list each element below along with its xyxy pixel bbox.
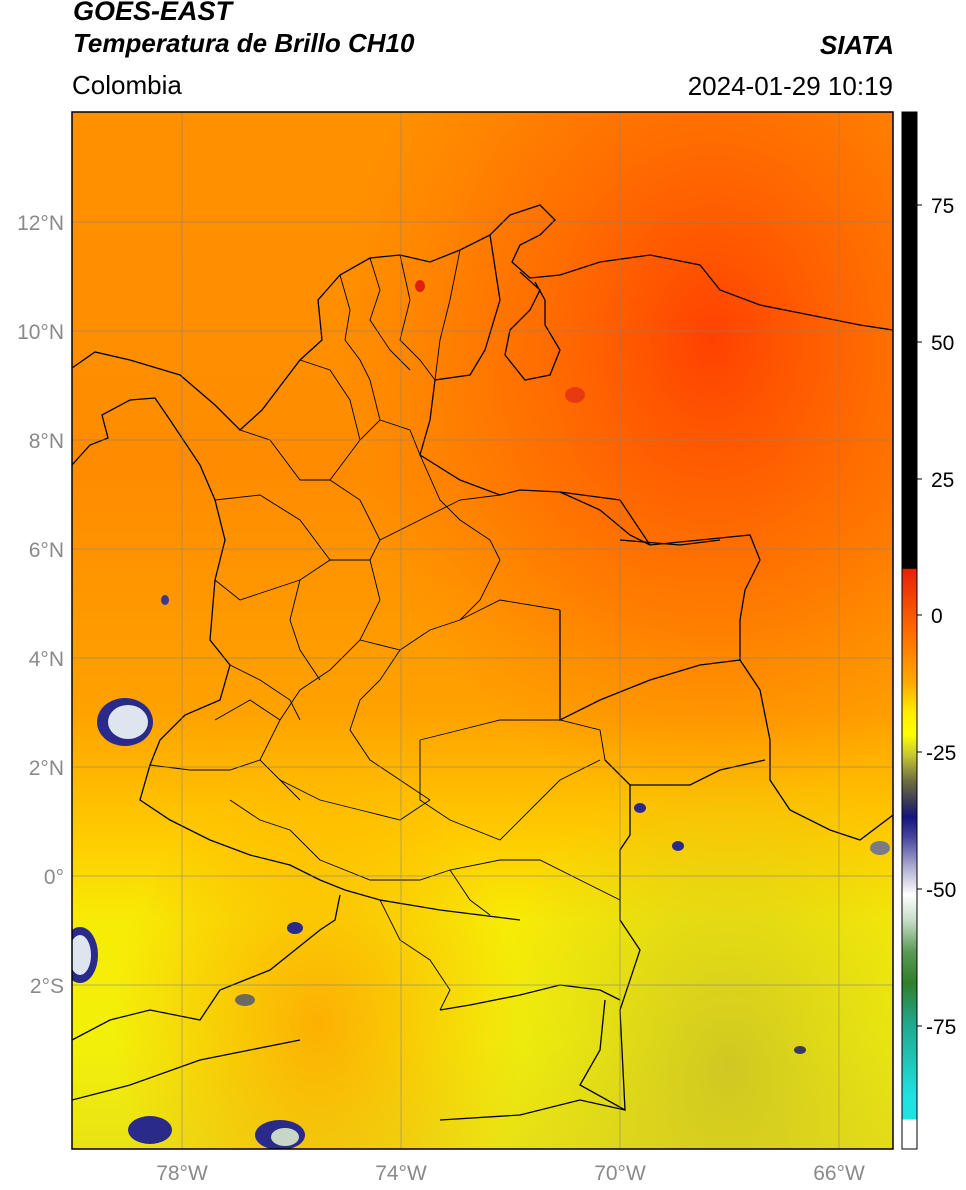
satellite-imagery xyxy=(72,112,893,1149)
colorbar-tick: 25 xyxy=(931,469,954,492)
graticule xyxy=(72,112,893,1149)
latitude-ticks: 12°N 10°N 8°N 6°N 4°N 2°N 0° 2°S xyxy=(17,212,64,998)
colorbar-tick: 75 xyxy=(931,195,954,218)
department-borders xyxy=(149,249,621,1011)
lat-tick: 0° xyxy=(44,866,64,889)
coastlines-and-borders xyxy=(72,204,893,1121)
lat-tick: 6°N xyxy=(29,539,64,562)
region-label: Colombia xyxy=(72,70,182,100)
lat-tick: 10°N xyxy=(17,321,64,344)
colorbar-gradient xyxy=(901,111,918,1150)
lat-tick: 8°N xyxy=(29,430,64,453)
longitude-ticks: 78°W 74°W 70°W 66°W xyxy=(156,1162,865,1185)
colorbar-tick: -75 xyxy=(926,1016,956,1039)
lat-tick: 2°S xyxy=(30,975,64,998)
lon-tick: 66°W xyxy=(813,1162,865,1185)
lat-tick: 4°N xyxy=(29,648,64,671)
colorbar-tick: 0 xyxy=(931,605,943,628)
colorbar-tick: -50 xyxy=(926,879,956,902)
lon-tick: 78°W xyxy=(156,1162,208,1185)
product-title: Temperatura de Brillo CH10 xyxy=(73,28,415,58)
satellite-title: GOES-EAST xyxy=(73,0,233,26)
lon-tick: 74°W xyxy=(375,1162,427,1185)
datetime-label: 2024-01-29 10:19 xyxy=(687,71,893,101)
lat-tick: 2°N xyxy=(29,757,64,780)
cloud-cells xyxy=(72,280,890,1149)
source-label: SIATA xyxy=(819,30,894,60)
map-frame xyxy=(71,111,894,1150)
colorbar-tick: 50 xyxy=(931,332,954,355)
lat-tick: 12°N xyxy=(17,212,64,235)
lon-tick: 70°W xyxy=(594,1162,646,1185)
colorbar: 75 50 25 0 -25 -50 -75 xyxy=(901,111,956,1150)
colorbar-tick: -25 xyxy=(926,742,956,765)
